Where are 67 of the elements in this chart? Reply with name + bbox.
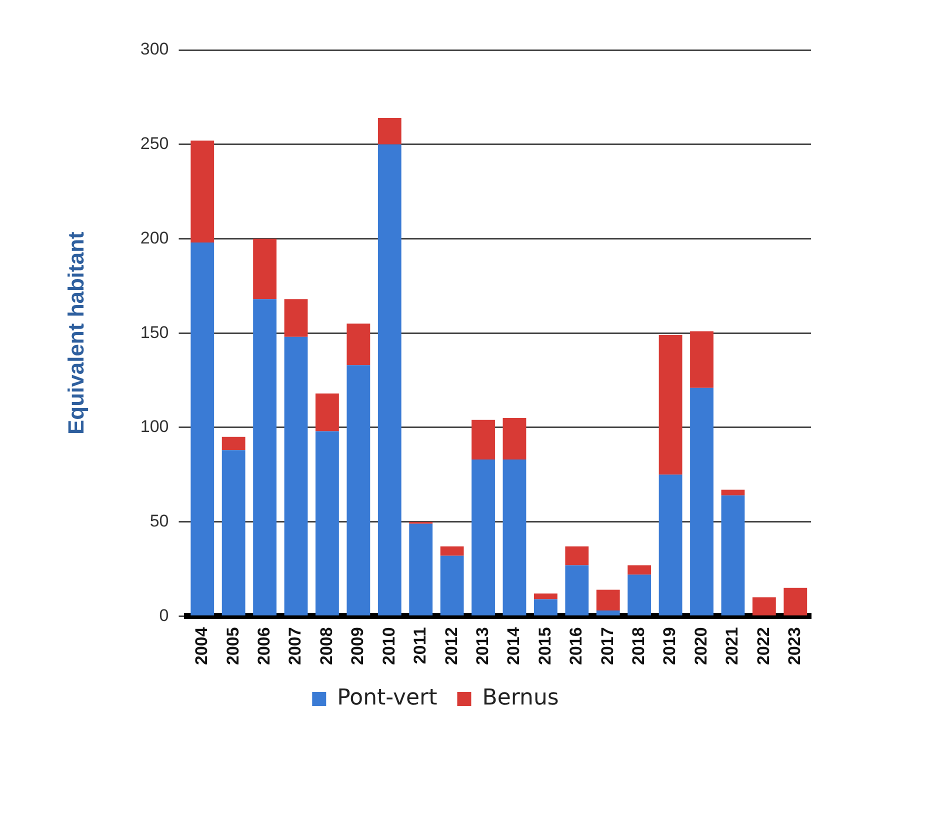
bar xyxy=(472,460,495,616)
x-tick-label: 2011 xyxy=(410,627,430,664)
bar xyxy=(253,238,276,300)
bar xyxy=(190,140,214,242)
x-tick-label: 2008 xyxy=(316,627,336,666)
bar xyxy=(440,546,464,556)
bar xyxy=(752,597,776,616)
bar xyxy=(596,590,620,611)
bar xyxy=(534,594,558,600)
y-tick-label: 200 xyxy=(140,228,169,248)
y-axis-title: Equivalent habitant xyxy=(63,230,88,435)
bar xyxy=(596,610,620,616)
x-tick-label: 2017 xyxy=(598,627,617,666)
bar xyxy=(690,388,714,616)
x-tick-label: 2016 xyxy=(566,627,586,666)
y-tick-label: 0 xyxy=(159,606,169,625)
x-tick-label: 2021 xyxy=(722,627,742,666)
bar xyxy=(440,556,464,616)
bar xyxy=(690,331,714,388)
legend-label: Pont-vert xyxy=(337,686,438,711)
bar xyxy=(378,118,402,144)
bar xyxy=(346,324,370,366)
bar xyxy=(721,495,745,616)
y-tick-label: 150 xyxy=(140,322,169,342)
bar xyxy=(222,436,246,450)
y-tick-label: 250 xyxy=(140,134,169,154)
bar xyxy=(346,365,370,616)
y-tick-label: 50 xyxy=(150,512,169,531)
bar xyxy=(628,574,652,616)
x-tick-label: 2020 xyxy=(691,627,710,666)
x-tick-label: 2012 xyxy=(442,627,461,666)
bar xyxy=(565,546,589,566)
bar xyxy=(628,565,652,575)
bar xyxy=(534,599,558,616)
x-tick-label: 2019 xyxy=(660,627,680,666)
bar xyxy=(284,336,308,616)
bar xyxy=(253,299,276,616)
legend-label: Bernus xyxy=(482,686,559,711)
x-tick-label: 2013 xyxy=(472,627,492,666)
x-tick-label: 2010 xyxy=(379,627,398,666)
bar xyxy=(316,393,339,432)
bar xyxy=(502,460,526,616)
x-tick-label: 2018 xyxy=(629,627,648,666)
x-tick-label: 2014 xyxy=(504,626,524,666)
y-tick-label: 100 xyxy=(140,417,169,436)
bar xyxy=(190,242,214,616)
y-tick-label: 300 xyxy=(140,40,169,59)
bar xyxy=(409,524,433,616)
bar xyxy=(658,474,682,616)
bar xyxy=(721,490,745,496)
bar xyxy=(784,588,808,616)
x-tick-label: 2009 xyxy=(348,627,368,666)
bar xyxy=(284,299,308,337)
bar xyxy=(316,431,339,616)
bar xyxy=(222,450,246,616)
x-tick-label: 2004 xyxy=(192,626,212,666)
bar xyxy=(378,144,402,616)
bar xyxy=(658,334,682,475)
x-tick-label: 2005 xyxy=(223,627,242,666)
x-tick-label: 2015 xyxy=(535,627,554,666)
x-tick-label: 2007 xyxy=(286,627,305,666)
bar xyxy=(565,565,589,616)
x-tick-label: 2023 xyxy=(785,627,804,666)
x-tick-label: 2006 xyxy=(254,627,274,666)
x-tick-label: 2022 xyxy=(754,627,773,666)
bar xyxy=(502,418,526,460)
bar xyxy=(472,420,495,460)
